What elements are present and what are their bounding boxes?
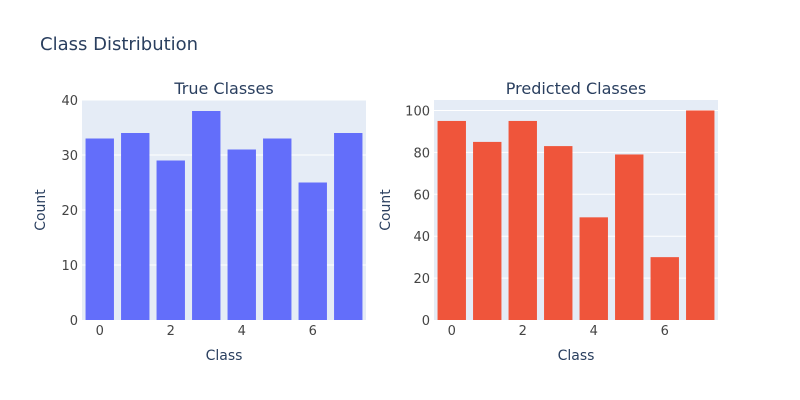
bar-true-classes-class-2: [156, 160, 185, 320]
y-tick-label: 40: [413, 230, 430, 245]
x-tick-label: 4: [238, 324, 246, 339]
bar-predicted-classes-class-2: [508, 120, 537, 320]
x-ticks-true-classes: 0 2 4 6: [96, 324, 317, 339]
y-tick-label: 0: [70, 314, 78, 329]
bar-predicted-classes-class-3: [544, 146, 573, 320]
chart-title-predicted-classes: Predicted Classes: [506, 79, 646, 98]
x-tick-label: 6: [661, 324, 669, 339]
y-tick-label: 100: [405, 104, 430, 119]
x-tick-label: 0: [96, 324, 104, 339]
chart-predicted-classes: Predicted Classes 0 20 40 60 80 100 0 2 4 6 Clas…: [378, 79, 718, 364]
x-tick-label: 6: [309, 324, 317, 339]
x-axis-label-true-classes: Class: [206, 348, 243, 364]
bar-true-classes-class-7: [334, 133, 363, 320]
bar-true-classes-class-6: [298, 182, 327, 320]
bars-true-classes: [85, 111, 363, 320]
bar-predicted-classes-class-0: [437, 120, 466, 320]
y-tick-label: 60: [413, 188, 430, 203]
bars-predicted-classes: [437, 110, 715, 320]
bar-true-classes-class-5: [263, 138, 292, 320]
bar-true-classes-class-4: [227, 149, 256, 320]
y-tick-label: 40: [61, 94, 78, 109]
y-axis-label-true-classes: Count: [33, 189, 49, 231]
y-tick-label: 30: [61, 149, 78, 164]
bar-predicted-classes-class-6: [650, 257, 679, 320]
y-ticks-predicted-classes: 0 20 40 60 80 100: [405, 104, 430, 329]
figure-title: Class Distribution: [40, 34, 198, 55]
bar-predicted-classes-class-5: [615, 154, 644, 320]
y-tick-label: 20: [61, 204, 78, 219]
y-tick-label: 0: [422, 314, 430, 329]
bar-true-classes-class-0: [85, 138, 114, 320]
x-tick-label: 2: [519, 324, 527, 339]
x-ticks-predicted-classes: 0 2 4 6: [448, 324, 669, 339]
bar-predicted-classes-class-1: [473, 141, 502, 320]
bar-true-classes-class-3: [192, 111, 221, 320]
y-ticks-true-classes: 0 10 20 30 40: [61, 94, 78, 329]
x-tick-label: 4: [590, 324, 598, 339]
chart-title-true-classes: True Classes: [173, 79, 273, 98]
x-tick-label: 2: [167, 324, 175, 339]
y-tick-label: 10: [61, 259, 78, 274]
y-tick-label: 80: [413, 146, 430, 161]
x-axis-label-predicted-classes: Class: [558, 348, 595, 364]
y-axis-label-predicted-classes: Count: [378, 189, 394, 231]
chart-true-classes: True Classes 0 10 20 30 40 0 2 4 6 Class Count: [33, 79, 366, 364]
bar-predicted-classes-class-7: [686, 110, 715, 320]
x-tick-label: 0: [448, 324, 456, 339]
bar-true-classes-class-1: [121, 133, 150, 320]
bar-predicted-classes-class-4: [579, 217, 608, 320]
y-tick-label: 20: [413, 272, 430, 287]
